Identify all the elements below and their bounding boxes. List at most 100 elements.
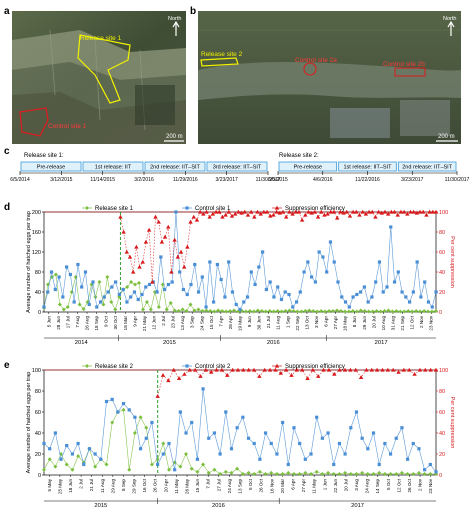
control-point [138, 447, 143, 451]
control-point [46, 290, 50, 294]
control-point [423, 468, 427, 472]
x-tick-label: 15 Oct [209, 315, 214, 329]
release-point [275, 309, 280, 313]
y2-tick-label: 60 [439, 410, 445, 416]
suppression-point [203, 367, 209, 372]
release-point [156, 305, 161, 309]
suppression-point [364, 367, 369, 372]
control-point [317, 250, 321, 254]
control-point [65, 265, 69, 269]
release-point [297, 471, 302, 476]
x-tick-label: 9 Apr [132, 316, 137, 327]
control-point [87, 447, 92, 451]
control-point [377, 260, 382, 264]
suppression-point [201, 211, 206, 216]
y-tick-label: 80 [35, 270, 41, 276]
suppression-point [241, 367, 246, 372]
release-point [326, 470, 331, 475]
legend-suppression-marker [274, 205, 280, 210]
y-tick-label: 0 [38, 310, 41, 316]
release-point [53, 272, 58, 277]
x-tick-label: 10 Aug [381, 316, 386, 331]
suppression-point [423, 367, 428, 372]
control-point [417, 447, 421, 451]
suppression-point [357, 212, 362, 217]
release-point [216, 308, 221, 313]
control-point [68, 272, 72, 277]
release-point [343, 470, 348, 475]
suppression-point [325, 211, 330, 216]
control-point [269, 441, 273, 446]
y-tick-label: 200 [32, 210, 41, 216]
release-point [405, 471, 410, 476]
suppression-point [277, 210, 283, 215]
suppression-point [370, 209, 375, 214]
year-label: 2014 [75, 340, 89, 346]
release-point [388, 471, 393, 476]
control-point [132, 290, 137, 294]
control-point [336, 280, 340, 284]
suppression-point [273, 367, 278, 372]
site1-date-label: 3/23/2017 [216, 177, 238, 183]
y-tick-label: 20 [35, 452, 41, 458]
control-point [207, 436, 211, 440]
suppression-point [395, 212, 400, 217]
control-point [362, 285, 366, 289]
legend-label: Control site 2 [195, 364, 231, 370]
release-point [394, 309, 399, 313]
control-point [208, 260, 212, 264]
release-point [251, 309, 256, 314]
y-tick-label: 60 [35, 410, 41, 416]
control-point [434, 470, 438, 474]
x-tick-label: 13 Aug [180, 316, 185, 331]
control-point [106, 290, 110, 294]
x-tick-label: 27 Apr [333, 316, 338, 330]
suppression-point [405, 211, 410, 216]
suppression-point [376, 209, 381, 214]
release-point [257, 469, 262, 474]
suppression-point [267, 367, 273, 372]
control-point [332, 462, 336, 467]
release-point [299, 309, 304, 314]
release-point [166, 467, 171, 472]
release-point [295, 309, 300, 314]
suppression-point [219, 367, 225, 372]
suppression-point [369, 367, 374, 372]
release-point [366, 309, 371, 314]
release-series-line [43, 273, 437, 312]
release-point [247, 309, 252, 313]
panel-letter-b: b [190, 6, 196, 17]
control-point [196, 290, 201, 294]
control-point [309, 452, 313, 456]
x-tick-label: 16 Oct [142, 478, 147, 492]
site1-phase-label: 3rd release: IIT–SIT [213, 165, 262, 171]
release-point [164, 307, 169, 312]
control-point [276, 285, 280, 289]
suppression-point [245, 212, 251, 217]
chart-panel-d: 0 40 80 120 160 200 0 20 40 60 80 100 Average number… [4, 202, 455, 346]
site2-phase-label: 2nd release: IIT–SIT [402, 165, 452, 171]
suppression-point [433, 367, 439, 372]
suppression-point [350, 209, 356, 214]
suppression-point [283, 367, 289, 372]
release-point [337, 471, 342, 476]
suppression-point [271, 212, 276, 217]
suppression-point [389, 209, 394, 214]
suppression-point [246, 367, 251, 372]
site2-phase-box [397, 161, 457, 172]
suppression-point [341, 210, 346, 215]
suppression-point [380, 367, 385, 372]
release-point [196, 307, 201, 312]
x-tick-label: 20 Jul [343, 479, 348, 491]
y2-tick-label: 0 [439, 473, 442, 479]
control-point [419, 295, 423, 299]
suppression-point [257, 374, 262, 378]
release-point [53, 464, 58, 469]
suppression-point [347, 213, 353, 218]
suppression-point [396, 369, 401, 374]
release-point [144, 425, 149, 430]
panel-letter-c: c [4, 146, 10, 157]
x-tick-label: 11 Aug [100, 479, 105, 493]
suppression-point [226, 209, 232, 214]
control-point [411, 290, 415, 294]
